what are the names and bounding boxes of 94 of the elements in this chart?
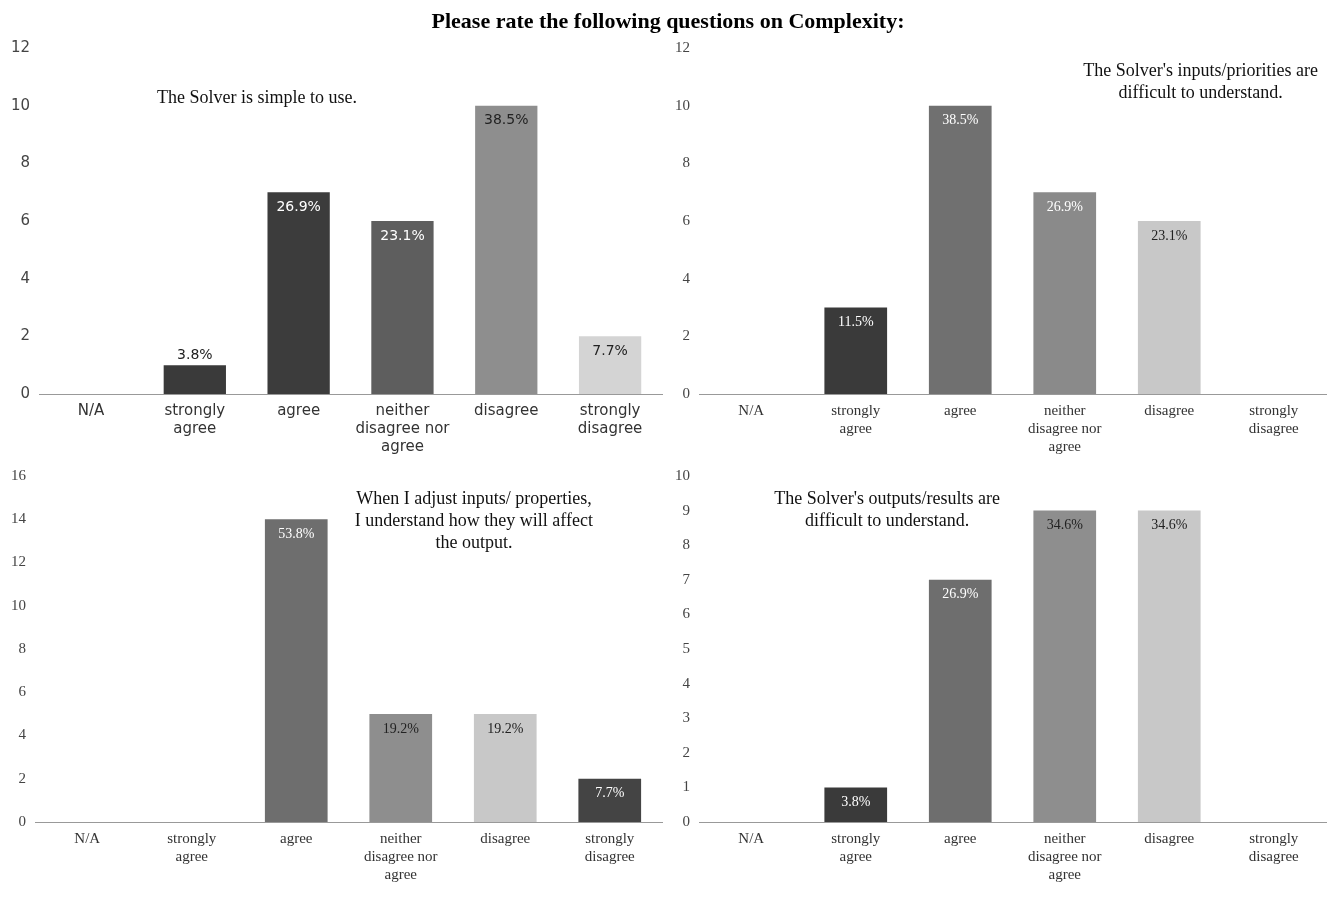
annotation: 3.8% <box>841 794 871 810</box>
annotation: 7.7% <box>595 785 625 801</box>
x-tick-label: strongly agree <box>167 829 217 864</box>
y-tick-label: 6 <box>18 683 27 700</box>
x-tick-label: N/A <box>74 829 101 846</box>
y-tick-label: 9 <box>682 501 690 518</box>
x-tick-label: neither disagree nor agree <box>1027 401 1102 454</box>
y-tick-label: 6 <box>682 211 691 228</box>
annotation: 11.5% <box>837 314 874 330</box>
x-tick-label: disagree <box>480 829 531 846</box>
text: The Solver is simple to use. <box>157 87 358 108</box>
y-tick-label: 12 <box>675 38 690 55</box>
x-tick-label: neither disagree nor agree <box>363 829 438 882</box>
x-tick-label: strongly agree <box>164 400 226 437</box>
bar <box>1033 192 1097 394</box>
y-tick-label: 2 <box>682 743 690 760</box>
annotation: 19.2% <box>487 720 524 736</box>
y-tick-label: 2 <box>682 327 690 344</box>
y-tick-label: 6 <box>20 210 31 229</box>
y-tick-label: 14 <box>11 510 27 527</box>
y-tick-label: 12 <box>11 553 26 570</box>
y-tick-label: 10 <box>675 96 690 113</box>
y-tick-label: 3 <box>682 709 690 726</box>
x-tick-label: agree <box>944 401 977 418</box>
bar <box>928 579 992 822</box>
x-tick-label: strongly disagree <box>577 400 643 437</box>
text: When I adjust inputs/ properties, I understand how they will affect the output. <box>354 487 593 552</box>
annotation: 26.9% <box>1046 198 1084 214</box>
annotation: 7.7% <box>592 341 628 358</box>
y-tick-label: 10 <box>11 596 26 613</box>
x-tick-label: agree <box>944 829 977 846</box>
bar <box>163 365 226 394</box>
y-tick-label: 5 <box>682 639 690 656</box>
bar <box>264 519 328 822</box>
chart-title: Please rate the following questions on Complexity: <box>430 8 906 35</box>
bar <box>578 336 642 394</box>
x-tick-label: disagree <box>474 400 539 419</box>
annotation: 38.5% <box>942 112 979 128</box>
annotation: 34.6% <box>1151 517 1188 533</box>
bar <box>578 778 642 822</box>
text: The Solver's outputs/results are difficult to understand. <box>774 487 1000 530</box>
bar <box>824 307 888 394</box>
bar <box>473 713 537 822</box>
bar <box>267 192 330 394</box>
y-tick-label: 4 <box>20 268 31 287</box>
y-tick-label: 8 <box>18 639 26 656</box>
bar <box>928 105 992 394</box>
x-tick-label: neither disagree nor agree <box>1027 829 1102 882</box>
x-tick-label: neither disagree nor agree <box>355 400 451 455</box>
x-tick-label: N/A <box>77 400 105 419</box>
y-tick-label: 12 <box>10 37 31 56</box>
y-tick-label: 16 <box>11 466 27 483</box>
bar <box>371 221 434 394</box>
bar <box>824 787 888 822</box>
text: The Solver's inputs/priorities are difficult to understand. <box>1083 59 1318 102</box>
y-tick-label: 4 <box>682 269 691 286</box>
y-tick-label: 2 <box>20 326 31 345</box>
y-tick-label: 7 <box>682 570 691 587</box>
y-tick-label: 10 <box>675 466 690 483</box>
x-tick-label: N/A <box>738 401 765 418</box>
x-tick-label: agree <box>280 829 313 846</box>
y-tick-label: 1 <box>682 778 690 795</box>
annotation: 23.1% <box>380 226 425 243</box>
annotation: 34.6% <box>1046 517 1084 533</box>
x-tick-label: disagree <box>1144 829 1195 846</box>
annotation: 23.1% <box>1151 227 1188 243</box>
y-tick-label: 2 <box>18 769 26 786</box>
x-tick-label: strongly disagree <box>584 829 636 864</box>
y-tick-label: 4 <box>18 726 27 743</box>
x-tick-label: N/A <box>738 829 765 846</box>
x-tick-label: strongly agree <box>831 829 881 864</box>
y-tick-label: 6 <box>682 605 691 622</box>
bar <box>1137 221 1201 394</box>
annotation: 3.8% <box>177 345 213 362</box>
annotation: 53.8% <box>278 525 315 541</box>
y-tick-label: 4 <box>682 674 691 691</box>
y-tick-label: 0 <box>682 384 690 401</box>
y-tick-label: 8 <box>20 153 31 172</box>
x-tick-label: agree <box>277 400 321 419</box>
y-tick-label: 10 <box>10 95 31 114</box>
y-tick-label: 0 <box>20 383 31 402</box>
y-tick-label: 0 <box>682 812 690 829</box>
annotation: 26.9% <box>276 197 321 214</box>
x-tick-label: strongly agree <box>831 401 881 436</box>
x-tick-label: strongly disagree <box>1248 401 1300 436</box>
annotation: 19.2% <box>382 720 420 736</box>
annotation: 38.5% <box>484 111 529 128</box>
annotation: 26.9% <box>942 586 979 602</box>
y-tick-label: 0 <box>18 812 26 829</box>
y-tick-label: 8 <box>682 536 690 553</box>
y-tick-label: 8 <box>682 154 690 171</box>
bar <box>1137 510 1201 822</box>
x-tick-label: strongly disagree <box>1248 829 1300 864</box>
x-tick-label: disagree <box>1144 401 1195 418</box>
